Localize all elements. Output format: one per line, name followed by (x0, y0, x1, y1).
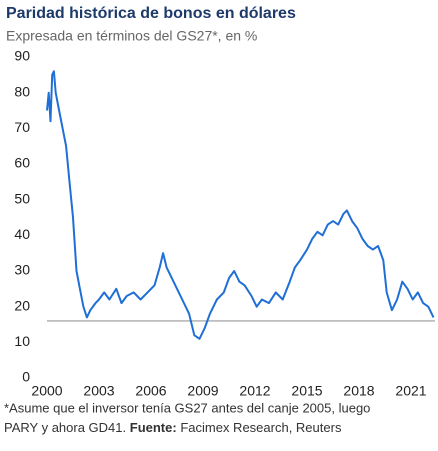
x-tick-label: 2018 (343, 383, 374, 399)
line-series (46, 70, 435, 340)
y-tick-label: 60 (14, 155, 30, 171)
x-tick-label: 2003 (83, 383, 114, 399)
y-tick-label: 50 (14, 190, 30, 206)
y-tick-label: 10 (14, 333, 30, 349)
chart-title: Paridad histórica de bonos en dólares (6, 5, 296, 22)
x-tick-label: 2006 (135, 383, 166, 399)
y-tick-label: 40 (14, 226, 30, 242)
y-tick-label: 90 (14, 48, 30, 64)
x-tick-label: 2009 (187, 383, 218, 399)
y-tick-label: 80 (14, 83, 30, 99)
source-label: Fuente: (130, 420, 177, 435)
chart-subtitle: Expresada en términos del GS27*, en % (6, 28, 257, 44)
footnote-text: PARY y ahora GD41. (4, 420, 126, 435)
x-tick-label: 2015 (291, 383, 322, 399)
y-tick-label: 20 (14, 297, 30, 313)
x-tick-label: 2000 (31, 383, 62, 399)
x-tick-label: 2021 (395, 383, 426, 399)
y-tick-label: 0 (22, 369, 30, 385)
x-tick-label: 2012 (239, 383, 270, 399)
footnote: PARY y ahora GD41. Fuente: Facimex Resea… (4, 420, 342, 435)
source: Facimex Research, Reuters (180, 420, 342, 435)
y-tick-label: 30 (14, 262, 30, 278)
footnote: *Asume que el inversor tenía GS27 antes … (4, 400, 370, 415)
y-tick-label: 70 (14, 119, 30, 135)
